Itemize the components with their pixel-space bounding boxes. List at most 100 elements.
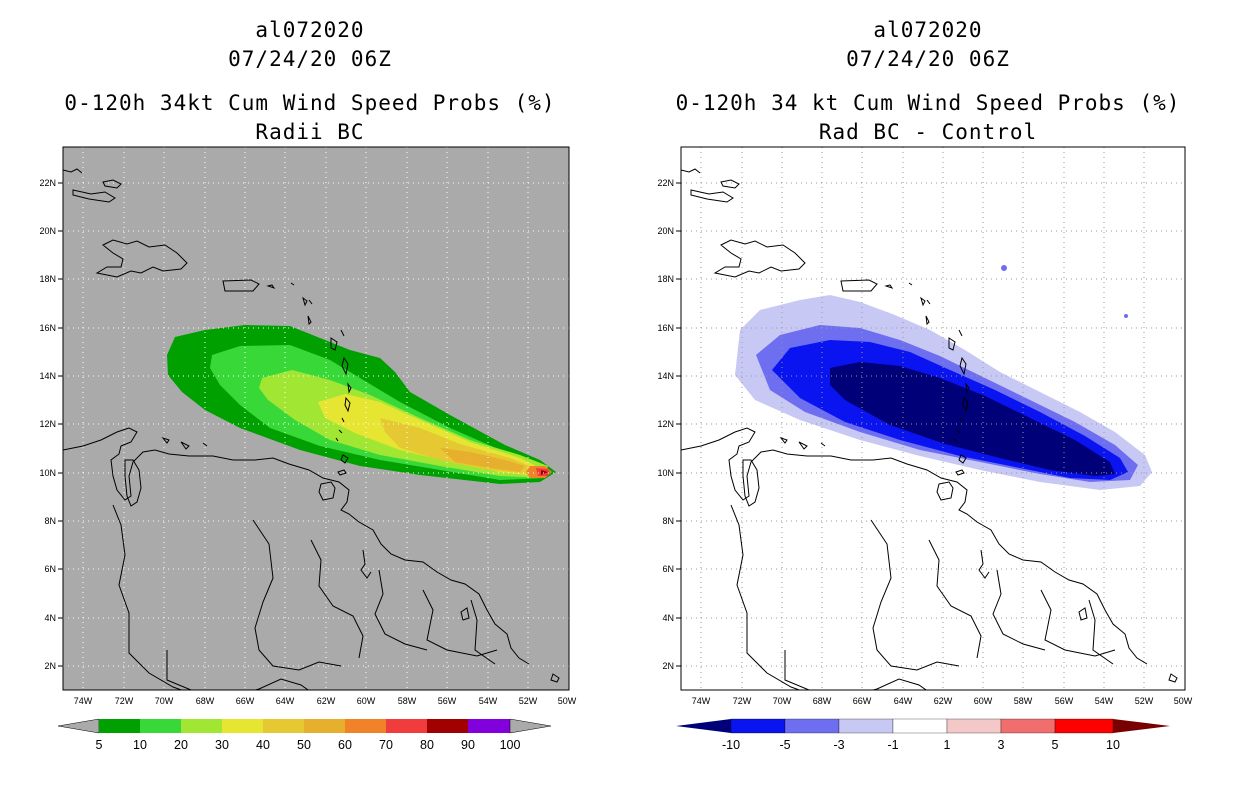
lon-label: 70W	[155, 696, 174, 706]
colorbar-label: -3	[833, 738, 844, 752]
colorbar-min-arrow	[57, 718, 100, 734]
colorbar-swatch	[468, 719, 510, 733]
lon-label: 60W	[357, 696, 376, 706]
colorbar-swatch	[99, 719, 140, 733]
lat-label: 16N	[39, 323, 56, 333]
right-map	[680, 146, 1186, 691]
colorbar-label: 70	[379, 738, 393, 752]
right-lon-labels: 74W 72W 70W 68W 66W 64W 62W 60W 58W 56W …	[692, 696, 1193, 706]
lon-label: 54W	[1095, 696, 1114, 706]
left-storm-id: al072020	[255, 18, 365, 42]
lat-label: 4N	[44, 613, 56, 623]
axis-ticks	[58, 182, 681, 667]
colorbar-swatch	[1000, 718, 1056, 734]
lat-label: 12N	[39, 419, 56, 429]
colorbar-swatch	[892, 718, 948, 734]
lon-label: 56W	[1055, 696, 1074, 706]
right-grid	[681, 147, 1185, 690]
colorbar-label: 80	[420, 738, 434, 752]
lat-label: 6N	[662, 564, 674, 574]
lat-label: 16N	[657, 323, 674, 333]
colorbar-swatch	[838, 718, 894, 734]
colorbar-label: -10	[722, 738, 740, 752]
colorbar-label: 100	[500, 738, 521, 752]
colorbar-label: 20	[174, 738, 188, 752]
colorbar-label: 90	[461, 738, 475, 752]
lon-label: 58W	[1014, 696, 1033, 706]
lon-label: 50W	[1174, 696, 1193, 706]
lon-label: 72W	[733, 696, 752, 706]
colorbar-swatch	[386, 719, 427, 733]
lon-label: 54W	[479, 696, 498, 706]
lat-label: 4N	[662, 613, 674, 623]
colorbar-label: 40	[256, 738, 270, 752]
lat-label: 8N	[662, 516, 674, 526]
right-datetime: 07/24/20 06Z	[846, 47, 1010, 71]
colorbar-min-arrow	[676, 719, 731, 733]
colorbar-label: 50	[297, 738, 311, 752]
right-subtitle: Rad BC - Control	[818, 120, 1038, 144]
colorbar-swatch	[784, 718, 840, 734]
lat-label: 22N	[657, 178, 674, 188]
left-lat-labels: 22N 20N 18N 16N 14N 12N 10N 8N 6N 4N 2N	[39, 178, 56, 671]
colorbar-swatch	[345, 719, 386, 733]
left-grid	[63, 147, 569, 690]
right-colorbar: -10 -5 -3 -1 1 3 5 10	[676, 718, 1170, 752]
colorbar-label: 3	[998, 738, 1005, 752]
right-title: 0-120h 34 kt Cum Wind Speed Probs (%)	[675, 91, 1181, 115]
lon-label: 68W	[813, 696, 832, 706]
lon-label: 66W	[236, 696, 255, 706]
lat-label: 14N	[657, 371, 674, 381]
lon-label: 70W	[773, 696, 792, 706]
colorbar-label: 60	[338, 738, 352, 752]
lon-label: 62W	[934, 696, 953, 706]
colorbar-swatch	[263, 719, 304, 733]
colorbar-label: 1	[944, 738, 951, 752]
left-subtitle: Radii BC	[255, 120, 365, 144]
lon-label: 66W	[853, 696, 872, 706]
left-map	[62, 146, 570, 691]
lon-label: 74W	[74, 696, 93, 706]
lat-label: 6N	[44, 564, 56, 574]
colorbar-swatch	[140, 719, 181, 733]
left-lon-labels: 74W 72W 70W 68W 66W 64W 62W 60W 58W 56W …	[74, 696, 577, 706]
colorbar-label: -1	[887, 738, 898, 752]
lat-label: 12N	[657, 419, 674, 429]
left-title: 0-120h 34kt Cum Wind Speed Probs (%)	[64, 91, 556, 115]
lat-label: 8N	[44, 516, 56, 526]
lon-label: 50W	[558, 696, 577, 706]
lat-label: 18N	[657, 274, 674, 284]
lat-label: 2N	[662, 661, 674, 671]
lat-label: 14N	[39, 371, 56, 381]
lat-label: 20N	[39, 226, 56, 236]
left-colorbar: 5 10 20 30 40 50 60 70 80 90 100	[57, 718, 552, 752]
colorbar-label: -5	[779, 738, 790, 752]
lon-label: 64W	[276, 696, 295, 706]
right-lat-labels: 22N 20N 18N 16N 14N 12N 10N 8N 6N 4N 2N	[657, 178, 674, 671]
colorbar-label: 5	[96, 738, 103, 752]
lon-label: 52W	[519, 696, 538, 706]
colorbar-swatch	[181, 719, 222, 733]
lon-label: 74W	[692, 696, 711, 706]
lon-label: 62W	[317, 696, 336, 706]
colorbar-swatch	[427, 719, 468, 733]
lon-label: 52W	[1135, 696, 1154, 706]
colorbar-swatch	[1054, 718, 1114, 734]
lat-label: 2N	[44, 661, 56, 671]
colorbar-swatch	[304, 719, 345, 733]
lat-label: 10N	[39, 468, 56, 478]
lat-label: 10N	[657, 468, 674, 478]
lat-label: 22N	[39, 178, 56, 188]
lon-label: 64W	[894, 696, 913, 706]
lat-label: 20N	[657, 226, 674, 236]
lon-label: 68W	[196, 696, 215, 706]
colorbar-max-arrow	[1113, 719, 1170, 733]
lon-label: 58W	[398, 696, 417, 706]
colorbar-swatch	[946, 718, 1002, 734]
colorbar-label: 30	[215, 738, 229, 752]
colorbar-label: 10	[133, 738, 147, 752]
colorbar-max-arrow	[509, 718, 552, 734]
lon-label: 72W	[115, 696, 134, 706]
colorbar-swatch	[730, 718, 786, 734]
